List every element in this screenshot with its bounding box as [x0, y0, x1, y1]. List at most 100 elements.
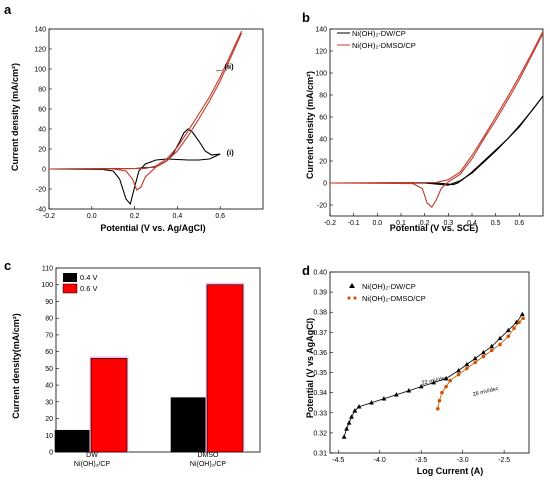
data-point-dw	[346, 420, 352, 425]
data-point-dw	[344, 426, 349, 431]
bar-0-4v-dmso	[170, 397, 208, 453]
data-point-dmso	[512, 326, 516, 331]
panel-d-frame	[329, 271, 530, 454]
panel-c-ytick-label: 50	[45, 366, 53, 373]
panel-c-frame	[55, 267, 261, 453]
panel-c-letter: c	[4, 258, 11, 273]
panel-d-xtick-label: -2.5	[498, 457, 510, 464]
panel-d-ytick-label: 0.35	[313, 370, 327, 377]
data-point-dw	[431, 380, 437, 385]
panel-a-label-ii: (ii)	[224, 62, 234, 71]
panel-b-xlabel: Potential (V vs. SCE)	[390, 223, 479, 233]
data-point-dw	[497, 335, 503, 341]
panel-d-xtick-label: -3.0	[457, 457, 469, 464]
legend-swatch-0-6v	[62, 283, 78, 294]
panel-a-ytick-label: -20	[36, 187, 46, 194]
panel-b-xtick-label: 0.2	[420, 220, 430, 227]
data-point-dw	[393, 392, 399, 397]
panel-d-ytick-label: 0.31	[313, 451, 327, 458]
panel-b-ytick-label: 20	[319, 159, 327, 166]
data-point-dmso	[435, 406, 440, 411]
panel-b-xtick-label: 0.3	[443, 220, 453, 227]
data-point-dmso	[473, 360, 477, 365]
panel-b-series-0-reverse	[330, 95, 544, 186]
panel-d-plot: -4.5 -4.0 -3.5 -3.0 -2.5 0.31 0.32 0.33 0.34 0.35…	[313, 270, 530, 464]
data-point-dmso	[498, 342, 502, 347]
panel-d-letter: d	[302, 263, 310, 278]
data-point-dmso	[440, 390, 444, 395]
panel-c-ytick-label: 10	[45, 433, 53, 440]
panel-c-ytick-label: 30	[45, 399, 53, 406]
legend-marker-dmso-1	[347, 296, 351, 300]
panel-c-legend: 0.4 V 0.6 V	[62, 273, 98, 294]
panel-b-series-1-reverse	[329, 33, 544, 209]
legend-label-0-6v: 0.6 V	[80, 284, 98, 293]
legend-swatch-0-4v	[63, 273, 77, 282]
panel-c-ytick-label: 70	[45, 332, 53, 339]
panel-d-ytick-label: 0.37	[313, 330, 327, 337]
data-point-dmso	[465, 366, 469, 371]
bar-0-6v-dw	[90, 358, 128, 453]
panel-d-ytick-label: 0.39	[313, 290, 327, 297]
data-point-dw	[489, 343, 495, 349]
panel-a-ytick-label: 120	[34, 47, 46, 54]
data-point-dmso	[437, 398, 442, 403]
panel-a-xtick-label: 0.0	[87, 213, 97, 220]
panel-b-ytick-label: 100	[315, 71, 327, 78]
panel-b-ytick-label: -20	[317, 203, 327, 210]
data-point-dmso	[517, 320, 521, 325]
panel-a-frame	[48, 28, 264, 210]
panel-d-xlabel: Log Current (A)	[417, 466, 484, 476]
panel-a-ytick-label: 0	[42, 167, 46, 174]
panel-b-plot: -0.2 -0.1 0.0 0.1 0.2 0.3 0.4 0.5 0.6 -20 0 20 40 60 8…	[315, 27, 544, 227]
panel-b-frame	[329, 28, 544, 217]
legend-label-0-4v: 0.4 V	[80, 273, 98, 282]
bar-0-4v-dw	[54, 429, 92, 453]
panel-a-xtick-label: -0.2	[43, 213, 55, 220]
panel-b-xtick-label: -0.2	[324, 220, 336, 227]
panel-a-ytick-label: 60	[38, 107, 46, 114]
data-point-dw	[406, 388, 412, 393]
data-point-dw	[349, 414, 354, 419]
legend-marker-dmso-2	[353, 296, 357, 300]
panel-a-xtick-label: 0.4	[173, 213, 183, 220]
panel-b-series-0-forward	[330, 95, 544, 186]
panel-b-ytick-label: 140	[315, 27, 327, 34]
data-point-dw	[418, 384, 424, 389]
panel-c-ylabel: Current density(mA/cm²)	[11, 313, 21, 419]
panel-b-letter: b	[302, 10, 310, 25]
panel-c-plot: 0 10 20 30 40 50 60 70 80 90 100 110	[41, 266, 261, 457]
panel-a-letter: a	[4, 2, 12, 17]
legend-label-dw: Ni(OH)₂-DW/CP	[362, 282, 416, 291]
panel-a-label-ii-leader	[215, 69, 223, 72]
annotation-dmso-slope: 28 mV/dec	[472, 386, 499, 398]
data-point-dw	[505, 327, 511, 333]
panel-a-series-1-forward	[48, 30, 243, 170]
panel-c-cat2-line1: DMSO	[198, 452, 220, 459]
panel-b-legend: Ni(OH)₂-DW/CP Ni(OH)₂-DMSO/CP	[337, 29, 416, 50]
data-point-dw	[456, 367, 461, 373]
panel-d-ytick-label: 0.38	[313, 310, 327, 317]
data-point-dmso	[506, 334, 511, 339]
panel-c-ytick-label: 110	[42, 266, 53, 273]
legend-marker-dw	[349, 283, 355, 288]
panel-b-xtick-label: -0.1	[348, 220, 360, 227]
legend-label-dmso: Ni(OH)₂-DMSO/CP	[352, 41, 416, 50]
panel-b-xtick-label: 0.4	[467, 220, 477, 227]
panel-d-series-0-line	[343, 313, 523, 438]
data-point-dw	[443, 375, 449, 381]
panel-a-ytick-label: 40	[38, 127, 46, 134]
panel-a-label-i: (i)	[227, 148, 235, 157]
panel-c-ytick-label: 60	[45, 349, 53, 356]
data-point-dmso	[456, 372, 461, 377]
panel-d-ytick-label: 0.40	[313, 270, 327, 277]
panel-d-ylabel: Potential (V vs AgAgCl)	[305, 318, 315, 418]
panel-a-ytick-label: 100	[34, 67, 46, 74]
panel-d-legend: Ni(OH)₂-DW/CP Ni(OH)₂-DMSO/CP	[347, 282, 426, 303]
panel-a-plot: -0.2 0.0 0.2 0.4 0.6 -40 -20 0 20 40 60 80 100 120 140…	[34, 27, 264, 220]
panel-d-xtick-label: -4.5	[332, 457, 344, 464]
panel-c-cat1-line1: DW	[86, 452, 98, 459]
data-point-dmso	[521, 316, 525, 321]
panel-c-ytick-label: 40	[45, 383, 53, 390]
panel-a-series-0-forward	[48, 128, 221, 170]
